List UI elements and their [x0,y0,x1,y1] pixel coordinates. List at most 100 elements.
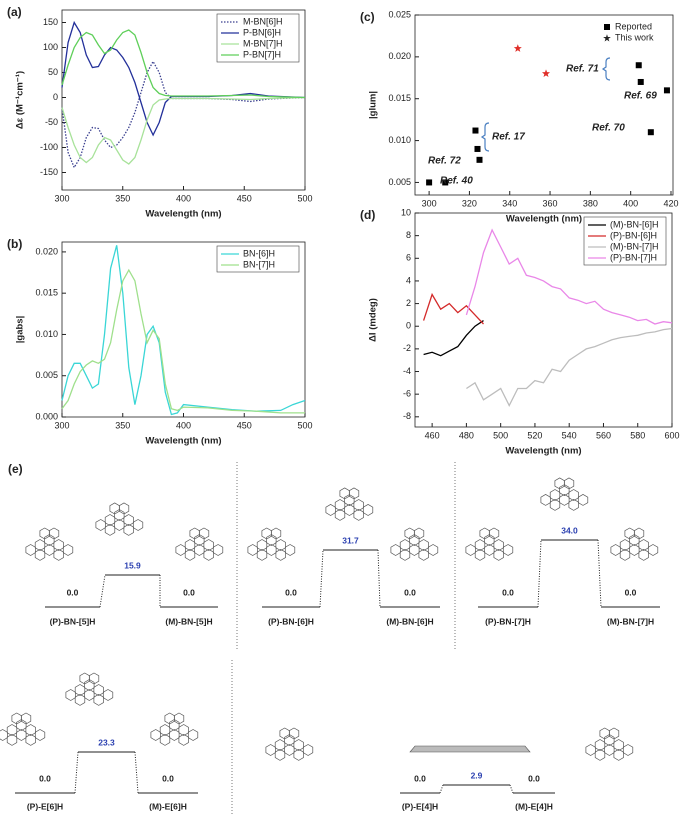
ring [604,744,615,756]
y-tick-label: 0.010 [388,135,411,145]
y-tick-label: 50 [48,67,58,77]
energy-value: 0.0 [528,773,540,783]
ring [549,498,561,511]
panel-label: (a) [7,5,22,19]
molecule-sketch [265,727,314,761]
ring [184,548,196,561]
ring [102,689,114,701]
ring [613,739,624,751]
data-line [423,320,484,357]
ring [184,539,196,551]
molecule-sketch [585,727,634,761]
annotation: Ref. 17 [492,132,525,143]
x-axis-title: Wavelength (nm) [506,214,582,225]
ring [540,493,551,506]
ring [34,548,46,561]
ring [647,544,659,556]
y-tick-label: 0.010 [35,329,58,339]
y-axis-title: Δε (M⁻¹cm⁻¹) [15,71,26,129]
ring [629,534,640,546]
ring [104,523,116,536]
molecule-sketch [175,527,224,561]
x-tick-label: 380 [583,198,598,208]
isomer-label: (P)-E[6]H [27,801,63,811]
x-tick-label: 520 [527,430,542,440]
x-tick-label: 540 [562,430,577,440]
annotation: Ref. 70 [592,123,625,134]
molecule-sketch [325,487,374,521]
ring [344,503,355,516]
ring [488,527,500,540]
y-tick-label: -8 [403,411,411,421]
x-axis-title: Wavelength (nm) [145,436,221,447]
ring [577,493,589,506]
ring [559,484,570,497]
ring [123,523,134,536]
ring [568,498,579,511]
ring [619,539,631,551]
ring [399,539,411,551]
x-tick-label: 480 [459,430,474,440]
y-tick-label: 0 [53,92,58,102]
ring [568,489,579,501]
ring [619,548,631,561]
ring [256,539,268,551]
molecule-sketch [25,527,74,561]
ring [608,727,620,740]
ring [173,712,185,725]
ring [266,534,277,546]
ring [150,729,161,741]
ring [325,503,336,516]
ring [474,548,486,561]
isomer-label: (M)-E[4]H [515,801,553,811]
x-tick-label: 300 [54,420,69,430]
ring [198,527,210,540]
x-tick-label: 600 [664,430,679,440]
y-tick-label: 0.020 [35,246,58,256]
square-point [637,78,644,85]
energy-value: 0.0 [414,773,426,783]
ring [493,539,504,551]
ring [633,527,645,540]
ring [118,502,130,515]
ring [74,684,86,696]
y-tick-label: 0.000 [35,411,58,421]
ring [212,544,224,556]
y-tick-label: 0.015 [35,288,58,298]
ring [638,548,649,561]
connector [439,784,514,794]
annotation: Ref. 71 [566,64,599,75]
x-tick-label: 500 [297,193,312,203]
ring [344,494,355,507]
y-tick-label: 0.005 [388,177,411,187]
ring [390,544,401,556]
x-tick-label: 500 [493,430,508,440]
data-line [466,327,673,407]
ring [95,519,106,531]
ring [65,689,76,701]
y-tick-label: 10 [401,207,411,217]
x-tick-label: 420 [663,198,678,208]
ring [44,534,55,546]
square-point [426,179,433,186]
y-tick-label: 6 [406,253,411,263]
legend-frame [599,19,667,45]
plot-frame [414,212,673,428]
ring [25,544,36,556]
ring [559,493,570,506]
ring [284,544,296,556]
x-tick-label: 460 [425,430,440,440]
ring [84,689,95,701]
ring [502,544,514,556]
y-tick-label: -100 [40,142,58,152]
barrier-value: 31.7 [342,535,359,545]
molecule-sketch [0,712,46,746]
ring [594,739,606,751]
ring [169,719,180,731]
ring [484,544,495,556]
energy-value: 0.0 [162,773,174,783]
x-tick-label: 320 [462,198,477,208]
isomer-label: (P)-BN-[5]H [50,616,96,626]
ring [84,679,95,691]
energy-value: 0.0 [404,587,416,597]
